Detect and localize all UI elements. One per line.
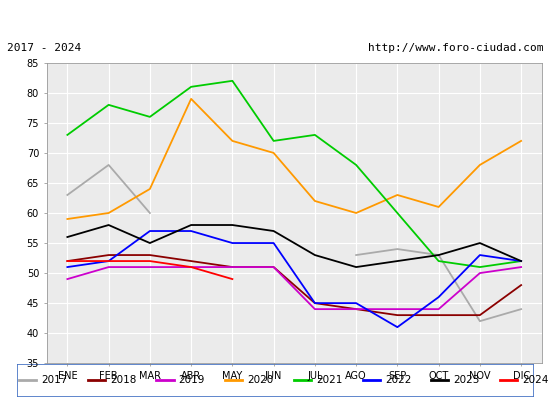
Text: 2017 - 2024: 2017 - 2024 (7, 43, 81, 53)
Text: Evolucion del paro registrado en Muel: Evolucion del paro registrado en Muel (130, 10, 420, 24)
Text: 2019: 2019 (179, 375, 205, 386)
Text: 2017: 2017 (41, 375, 68, 386)
Text: 2024: 2024 (522, 375, 548, 386)
Text: 2020: 2020 (248, 375, 274, 386)
Text: 2022: 2022 (385, 375, 411, 386)
Text: http://www.foro-ciudad.com: http://www.foro-ciudad.com (368, 43, 543, 53)
Text: 2023: 2023 (453, 375, 480, 386)
Text: 2021: 2021 (316, 375, 343, 386)
Text: 2018: 2018 (110, 375, 136, 386)
